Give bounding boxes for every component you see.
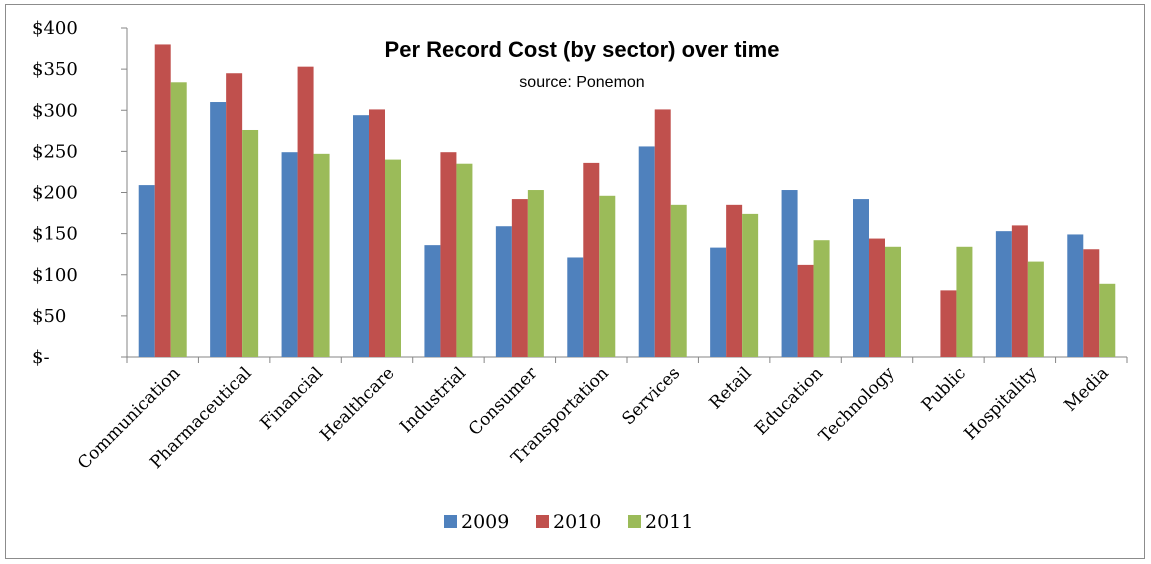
- bar-2009-retail: [710, 247, 727, 357]
- bar-2009-transportation: [567, 257, 584, 357]
- y-tick-label: $-: [32, 347, 50, 368]
- x-tick-label: Education: [751, 363, 827, 439]
- x-tick-label: Industrial: [396, 363, 470, 437]
- bar-2010-consumer: [511, 199, 528, 357]
- bar-2010-financial: [297, 66, 314, 357]
- bar-2010-retail: [726, 204, 743, 357]
- bar-2009-hospitality: [995, 231, 1012, 357]
- bar-2009-healthcare: [353, 115, 369, 357]
- y-tick-label: $200: [32, 183, 78, 204]
- bar-2011-hospitality: [1027, 261, 1044, 357]
- bar-2010-pharmaceutical: [226, 73, 243, 358]
- bar-2009-financial: [281, 152, 298, 357]
- bar-2010-hospitality: [1011, 225, 1028, 357]
- y-tick-label: $50: [32, 306, 66, 327]
- bar-2011-public: [956, 246, 973, 357]
- bar-2009-consumer: [495, 226, 512, 357]
- y-tick-label: $300: [32, 100, 78, 121]
- x-tick-label: Hospitality: [961, 363, 1042, 444]
- chart-title: Per Record Cost (by sector) over time: [385, 37, 780, 62]
- y-tick-label: $250: [32, 141, 78, 162]
- y-tick-label: $400: [32, 18, 78, 39]
- bar-2009-communication: [138, 185, 155, 357]
- bar-2010-industrial: [440, 152, 457, 357]
- bar-2010-education: [797, 264, 814, 357]
- legend-swatch-2009: [444, 515, 457, 528]
- legend-swatch-2010: [536, 515, 549, 528]
- bar-2009-pharmaceutical: [210, 102, 227, 358]
- x-tick-label: Technology: [815, 363, 899, 447]
- x-tick-label: Services: [618, 363, 684, 429]
- x-tick-label: Media: [1061, 363, 1113, 415]
- y-tick-label: $350: [32, 59, 78, 80]
- x-tick-label: Healthcare: [316, 363, 398, 445]
- bar-2009-technology: [853, 199, 869, 357]
- bar-2011-financial: [313, 153, 330, 357]
- bar-2011-industrial: [456, 163, 473, 357]
- bar-2011-technology: [885, 246, 901, 357]
- bar-2011-retail: [742, 213, 759, 357]
- x-tick-label: Retail: [706, 363, 756, 413]
- bar-2010-transportation: [583, 162, 600, 357]
- bar-2011-transportation: [599, 195, 616, 357]
- y-tick-label: $150: [32, 224, 78, 245]
- bar-2010-public: [940, 290, 957, 357]
- bar-2011-consumer: [527, 190, 544, 357]
- legend-swatch-2011: [628, 515, 641, 528]
- bar-2009-industrial: [424, 245, 441, 357]
- legend: 2009 2010 2011: [444, 511, 693, 533]
- x-axis: [126, 356, 1128, 363]
- bar-2011-media: [1099, 283, 1116, 357]
- x-tick-label: Financial: [257, 363, 328, 434]
- legend-label-2009: 2009: [461, 511, 509, 533]
- bars: [138, 44, 1116, 358]
- legend-label-2010: 2010: [553, 511, 601, 533]
- bar-2011-services: [670, 204, 687, 357]
- bar-2011-healthcare: [385, 159, 401, 357]
- bar-2009-media: [1067, 234, 1084, 357]
- bar-2009-education: [781, 190, 798, 357]
- bar-2010-healthcare: [369, 109, 385, 358]
- bar-2010-communication: [154, 44, 171, 357]
- bar-2011-education: [813, 240, 830, 357]
- bar-2010-media: [1083, 249, 1100, 357]
- bar-2011-pharmaceutical: [242, 129, 259, 357]
- y-tick-label: $100: [32, 265, 78, 286]
- x-tick-label: Public: [918, 363, 970, 415]
- chart-subtitle: source: Ponemon: [519, 74, 644, 91]
- y-axis: $- $50 $100 $150 $200 $250 $300 $350 $400: [32, 18, 128, 368]
- bar-2010-services: [654, 109, 671, 358]
- bar-2011-communication: [170, 82, 187, 357]
- bar-2010-technology: [869, 238, 885, 357]
- legend-label-2011: 2011: [645, 511, 693, 533]
- bar-2009-services: [638, 146, 655, 357]
- x-tick-label: Consumer: [465, 363, 542, 440]
